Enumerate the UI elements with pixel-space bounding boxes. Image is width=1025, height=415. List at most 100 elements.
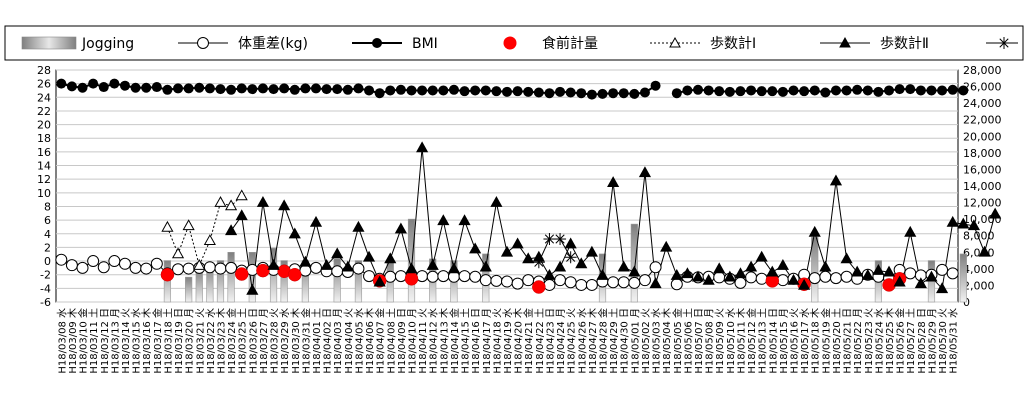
x-tick-label: H18/04/19 水 — [502, 308, 514, 374]
weight-point — [309, 261, 322, 274]
weight-point — [904, 267, 917, 280]
y-left-tick-label: -6 — [40, 296, 51, 309]
bmi-point — [629, 88, 640, 99]
weight-point — [755, 272, 768, 285]
steps2-point — [500, 245, 514, 257]
bmi-point — [470, 85, 481, 96]
steps2-point — [936, 282, 949, 294]
x-tick-label: H18/04/21 金 — [522, 308, 535, 374]
weight-point — [76, 261, 89, 274]
steps2-point — [522, 252, 535, 264]
bmi-point — [915, 85, 926, 96]
bmi-point — [194, 82, 205, 93]
steps2-point — [585, 245, 598, 257]
weight-point — [628, 276, 641, 289]
weight-point — [511, 277, 524, 290]
x-tick-label: H18/03/09 木 — [67, 308, 79, 374]
legend-label: 歩数計Ⅰ — [710, 36, 756, 52]
steps2-point — [755, 250, 768, 262]
y-right-tick-label: 24,000 — [963, 97, 1002, 110]
steps2-point — [384, 252, 397, 264]
x-tick-label: H18/05/20 土 — [830, 308, 843, 374]
bmi-point — [300, 83, 311, 94]
bmi-point — [777, 86, 788, 97]
x-tick-label: H18/05/02 火 — [640, 308, 652, 374]
x-tick-label: H18/03/29 水 — [279, 308, 291, 374]
x-tick-label: H18/05/22 月 — [852, 308, 864, 374]
bmi-point — [141, 82, 152, 93]
steps2-point — [320, 259, 333, 270]
weight-point — [384, 270, 397, 283]
bmi-point — [555, 86, 566, 97]
x-tick-label: H18/05/09 火 — [714, 308, 726, 374]
weight-point — [246, 263, 259, 276]
x-tick-label: H18/04/30 日 — [620, 308, 631, 374]
jogging-bar — [407, 218, 416, 303]
steps2-point — [840, 252, 853, 264]
jogging-bar — [227, 251, 235, 303]
steps2-point — [893, 275, 906, 287]
steps2-point — [299, 255, 312, 267]
bmi-point — [247, 84, 258, 95]
weight-point — [734, 276, 747, 289]
bmi-point — [809, 85, 820, 96]
y-right-tick-label: 14,000 — [963, 180, 1002, 193]
x-tick-label: H18/05/10 水 — [725, 308, 737, 374]
y-right-tick-label: 8,000 — [963, 230, 995, 243]
x-tick-label: H18/05/27 土 — [904, 308, 917, 374]
x-tick-label: H18/03/20 月 — [184, 308, 196, 374]
bmi-point — [639, 87, 650, 98]
steps2-point — [628, 265, 641, 277]
x-tick-label: H18/05/29 月 — [926, 308, 938, 374]
steps2-point — [447, 262, 461, 274]
x-tick-label: H18/05/12 金 — [745, 308, 758, 374]
steps2-point — [362, 250, 376, 262]
steps2-point — [543, 268, 556, 280]
x-tick-label: H18/03/11 土 — [87, 308, 100, 374]
x-tick-label: H18/04/27 木 — [587, 308, 599, 374]
y-left-tick-label: 22 — [37, 105, 51, 118]
steps2-point — [575, 257, 588, 269]
steps2-point — [278, 199, 291, 211]
steps2-point — [405, 262, 418, 274]
steps2-point — [744, 260, 758, 272]
x-tick-label: H18/04/20 木 — [513, 308, 525, 374]
y-left-tick-label: 6 — [44, 214, 51, 227]
x-tick-label: H18/03/08 水 — [56, 308, 68, 374]
bmi-point — [56, 78, 67, 89]
x-tick-label: H18/05/17 水 — [799, 308, 811, 374]
y-left-tick-label: 8 — [44, 200, 51, 213]
x-tick-label: H18/05/16 火 — [789, 308, 801, 374]
x-tick-label: H18/05/06 土 — [681, 308, 694, 374]
steps2-point — [702, 273, 715, 285]
steps2-point — [511, 237, 524, 249]
steps2-point — [829, 174, 843, 186]
bmi-point — [884, 85, 895, 96]
x-tick-label: H18/03/14 火 — [120, 308, 132, 374]
y-right-tick-label: 2,000 — [963, 279, 995, 292]
steps2-point — [681, 267, 694, 279]
y-left-tick-label: 0 — [44, 255, 51, 268]
y-left-tick-label: -4 — [40, 282, 51, 295]
weight-point — [458, 270, 471, 283]
weight-point — [936, 263, 949, 276]
weight-point — [214, 262, 227, 275]
y-left-tick-label: -2 — [40, 269, 51, 282]
weight-point — [670, 278, 683, 291]
weight-point — [416, 270, 429, 283]
x-tick-label: H18/05/14 日 — [768, 308, 779, 374]
steps1-point — [171, 247, 185, 259]
steps3-point — [543, 233, 556, 246]
bmi-point — [724, 86, 735, 97]
steps2-point — [394, 222, 407, 234]
y-left-tick-label: 28 — [37, 64, 51, 77]
x-tick-label: H18/04/03 月 — [332, 308, 344, 374]
steps2-point — [638, 166, 652, 178]
x-tick-label: H18/03/19 日 — [174, 308, 185, 374]
x-tick-label: H18/05/24 水 — [873, 308, 885, 374]
x-tick-label: H18/05/11 木 — [735, 308, 747, 374]
bmi-point — [852, 84, 863, 95]
meal-point — [288, 267, 302, 282]
x-tick-label: H18/04/29 土 — [607, 308, 620, 374]
bmi-point — [215, 84, 226, 95]
